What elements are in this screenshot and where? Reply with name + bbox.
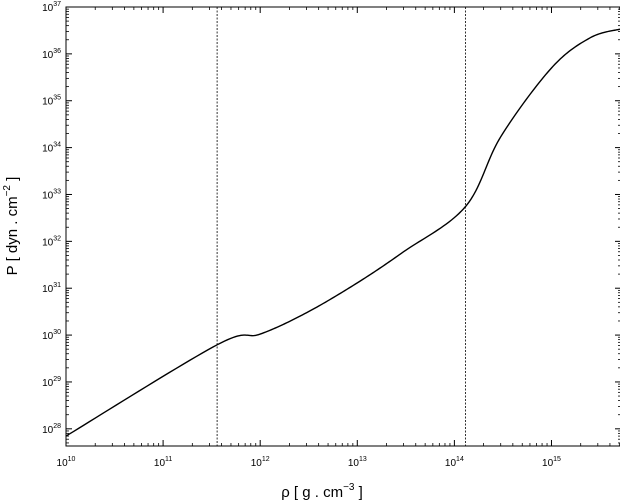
x-tick-label: 1011 <box>154 456 172 469</box>
y-axis-label: P [ dyn . cm−2 ] <box>2 177 21 276</box>
x-tick-exponent: 15 <box>553 456 561 463</box>
y-tick-base: 10 <box>42 378 54 389</box>
y-axis-label-exponent: −2 <box>2 185 13 197</box>
y-tick-base: 10 <box>42 284 54 295</box>
y-tick-base: 10 <box>42 97 54 108</box>
region-boundaries <box>216 7 466 446</box>
x-tick-base: 10 <box>251 458 263 469</box>
x-tick-exponent: 11 <box>165 456 172 463</box>
y-tick-label: 1032 <box>42 235 61 248</box>
y-tick-exponent: 32 <box>53 235 61 242</box>
y-tick-label: 1030 <box>42 329 61 342</box>
x-tick-base: 10 <box>57 458 69 469</box>
series-line <box>65 28 620 437</box>
x-tick-exponent: 14 <box>456 456 464 463</box>
y-tick-label: 1033 <box>42 188 61 201</box>
y-tick-label: 1036 <box>42 48 61 61</box>
x-tick-base: 10 <box>154 458 166 469</box>
x-tick-label: 1014 <box>445 456 464 469</box>
y-tick-base: 10 <box>42 190 54 201</box>
x-axis-label: ρ [ g . cm−3 ] <box>281 482 363 501</box>
axis-ticks <box>65 6 620 446</box>
x-axis-label-prefix: ρ [ g . cm <box>281 484 343 501</box>
x-tick-base: 10 <box>542 458 554 469</box>
y-axis-label-suffix: ] <box>4 177 21 185</box>
x-tick-label: 1012 <box>251 456 270 469</box>
y-tick-label: 1037 <box>42 1 61 14</box>
x-tick-exponent: 10 <box>68 456 76 463</box>
y-tick-exponent: 36 <box>53 48 61 55</box>
x-tick-labels: 1010 1011 1012 1013 1014 1015 <box>57 456 561 469</box>
x-tick-exponent: 13 <box>359 456 367 463</box>
x-axis-label-suffix: ] <box>354 484 362 501</box>
y-tick-base: 10 <box>42 50 54 61</box>
y-tick-exponent: 28 <box>53 423 61 430</box>
y-tick-exponent: 33 <box>53 188 61 195</box>
y-tick-base: 10 <box>42 331 54 342</box>
x-tick-label: 1010 <box>57 456 76 469</box>
y-tick-base: 10 <box>42 3 54 14</box>
y-tick-base: 10 <box>42 425 54 436</box>
x-tick-label: 1013 <box>348 456 367 469</box>
x-tick-base: 10 <box>445 458 457 469</box>
x-tick-label: 1015 <box>542 456 561 469</box>
y-tick-base: 10 <box>42 237 54 248</box>
y-axis-label-prefix: P [ dyn . cm <box>4 196 21 275</box>
y-tick-label: 1028 <box>42 423 61 436</box>
y-tick-label: 1034 <box>42 142 61 155</box>
y-tick-base: 10 <box>42 144 54 155</box>
plot-frame <box>65 6 620 447</box>
x-axis-label-exponent: −3 <box>343 482 355 493</box>
y-tick-label: 1031 <box>42 282 61 295</box>
y-tick-label: 1035 <box>42 95 61 108</box>
y-tick-exponent: 29 <box>53 376 61 383</box>
y-tick-exponent: 37 <box>53 1 61 8</box>
y-tick-exponent: 30 <box>53 329 61 336</box>
x-tick-base: 10 <box>348 458 360 469</box>
x-tick-exponent: 12 <box>262 456 270 463</box>
y-tick-exponent: 34 <box>53 142 61 149</box>
y-tick-exponent: 35 <box>53 95 61 102</box>
series-layer <box>65 28 620 437</box>
y-tick-exponent: 31 <box>53 282 61 289</box>
y-tick-label: 1029 <box>42 376 61 389</box>
